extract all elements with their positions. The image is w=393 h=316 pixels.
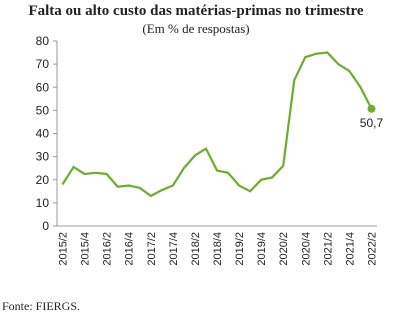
x-tick-label: 2020/2 (278, 232, 290, 266)
x-tick-label: 2019/2 (234, 232, 246, 266)
y-tick-label: 10 (36, 196, 50, 210)
x-tick-label: 2018/2 (190, 232, 202, 266)
x-tick-label: 2018/4 (212, 232, 224, 266)
y-tick-label: 0 (42, 219, 49, 233)
source: Fonte: FIERGS. (2, 299, 80, 313)
x-tick-label: 2021/2 (322, 232, 334, 266)
y-tick-label: 30 (36, 150, 50, 164)
x-tick-label: 2015/2 (58, 232, 70, 266)
y-tick-label: 60 (36, 80, 50, 94)
x-tick-label: 2016/4 (124, 232, 136, 266)
y-tick-label: 80 (36, 34, 50, 48)
line (61, 51, 373, 198)
x-tick-label: 2022/2 (366, 232, 378, 266)
x-tick-label: 2016/2 (102, 232, 114, 266)
value-label: 50,7 (360, 116, 384, 130)
point (367, 104, 376, 113)
chart-subtitle: (Em % de respostas) (142, 21, 249, 36)
x-tick-label: 2017/4 (168, 232, 180, 266)
x-tick-label: 2020/4 (300, 232, 312, 266)
chart-title: Falta ou alto custo das matérias-primas … (28, 3, 363, 19)
y-tick-label: 20 (36, 173, 50, 187)
x-tick-label: 2017/2 (146, 232, 158, 266)
y-tick-label: 70 (36, 57, 50, 71)
x-tick-label: 2021/4 (344, 232, 356, 266)
y-tick-label: 50 (36, 103, 50, 117)
y-tick-label: 40 (36, 127, 50, 141)
x-tick-label: 2019/4 (256, 232, 268, 266)
x-tick-label: 2015/4 (80, 232, 92, 266)
